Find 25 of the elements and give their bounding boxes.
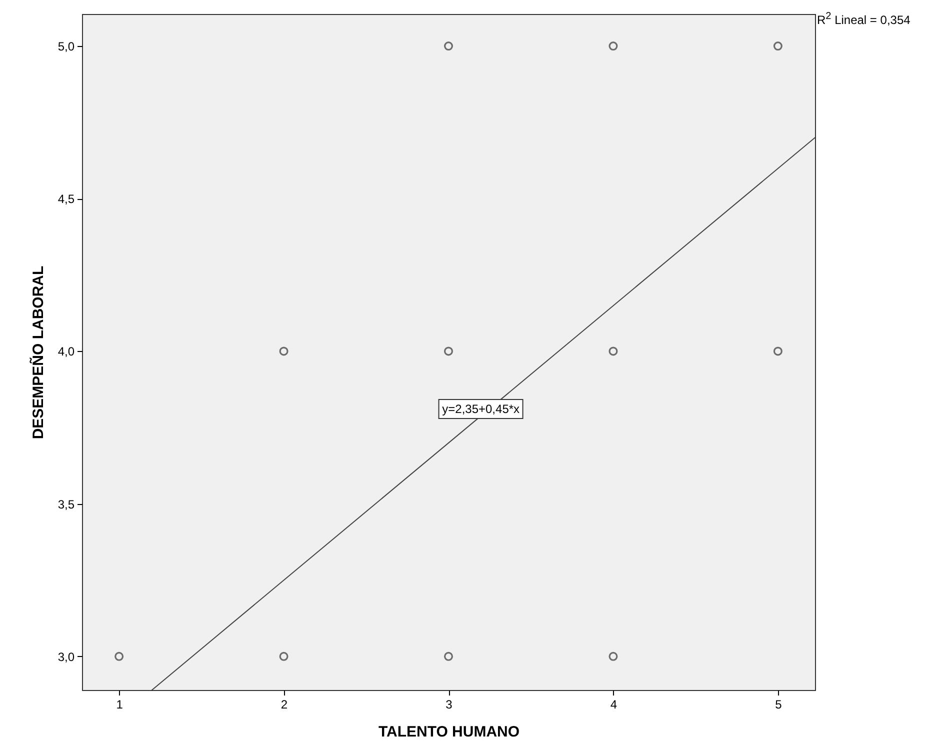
x-tick-label: 1 bbox=[116, 698, 124, 712]
x-tick-label: 2 bbox=[280, 698, 288, 712]
point bbox=[608, 346, 618, 356]
annotation: y=2,35+0,45*x bbox=[438, 399, 524, 420]
x-tick-label: 3 bbox=[446, 698, 453, 712]
y-tick-label: 3,0 bbox=[58, 650, 75, 664]
x-tick-label: 5 bbox=[775, 698, 782, 712]
point bbox=[608, 652, 618, 661]
point bbox=[444, 42, 454, 51]
point bbox=[444, 652, 454, 661]
text: R$^{2}$ Lineal = 0,354 bbox=[817, 11, 910, 27]
point bbox=[279, 652, 288, 661]
point bbox=[773, 346, 782, 356]
x-axis-title: TALENTO HUMANO bbox=[378, 724, 520, 740]
point bbox=[608, 42, 618, 51]
y-axis-title: DESEMPEÑO LABORAL bbox=[28, 266, 47, 440]
point bbox=[773, 42, 782, 51]
y-tick-label: 4,0 bbox=[58, 344, 75, 359]
y-tick-label: 3,5 bbox=[58, 497, 75, 512]
x-tick-label: 4 bbox=[610, 698, 618, 712]
point bbox=[114, 652, 124, 661]
y-tick-label: 5,0 bbox=[58, 40, 75, 54]
point bbox=[444, 346, 454, 356]
y-tick-label: 4,5 bbox=[58, 192, 75, 206]
point bbox=[279, 346, 288, 356]
